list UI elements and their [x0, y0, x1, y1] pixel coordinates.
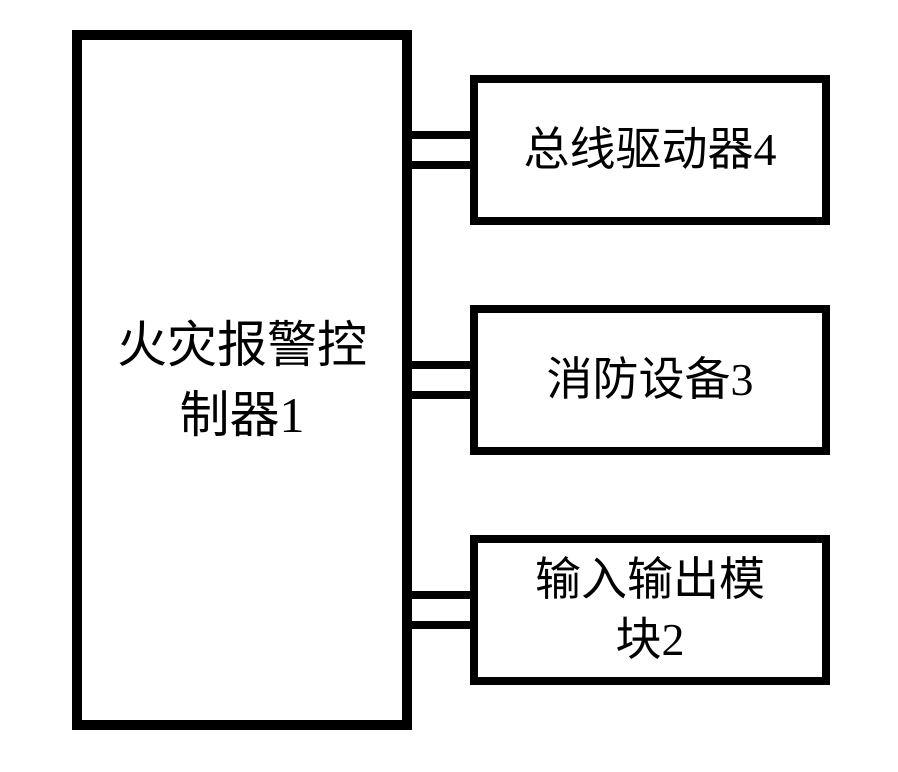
node-io_module: 输入输出模 块2 [470, 535, 830, 685]
connector-fire_equipment-line-1 [412, 391, 470, 399]
connector-io_module-line-0 [412, 591, 470, 599]
node-fire_equipment: 消防设备3 [470, 305, 830, 455]
node-fire_equipment-label: 消防设备3 [547, 350, 754, 410]
node-bus_driver-label: 总线驱动器4 [524, 120, 777, 180]
node-controller: 火灾报警控 制器1 [72, 30, 412, 730]
node-io_module-label: 输入输出模 块2 [535, 550, 765, 670]
connector-fire_equipment-line-0 [412, 361, 470, 369]
connector-bus_driver-line-1 [412, 161, 470, 169]
node-controller-label: 火灾报警控 制器1 [117, 310, 367, 450]
node-bus_driver: 总线驱动器4 [470, 75, 830, 225]
connector-io_module-line-1 [412, 621, 470, 629]
diagram-canvas: 火灾报警控 制器1 总线驱动器4 消防设备3 输入输出模 块2 [0, 0, 898, 772]
connector-bus_driver-line-0 [412, 131, 470, 139]
